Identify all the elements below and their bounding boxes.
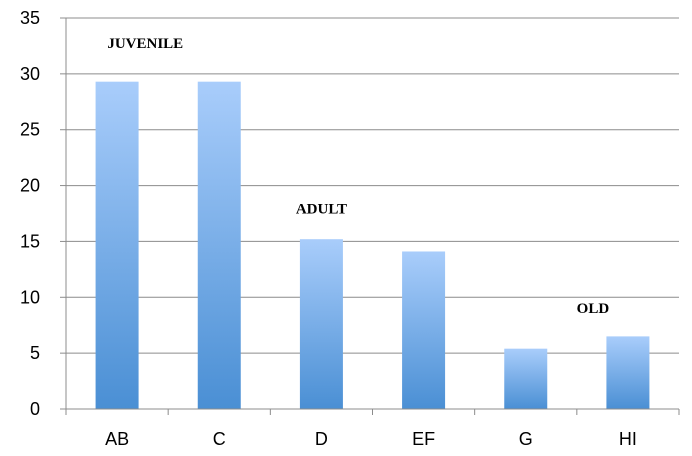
bar-hi xyxy=(606,336,650,409)
x-tick-label: EF xyxy=(412,429,435,449)
x-tick-label: C xyxy=(213,429,226,449)
y-tick-label: 15 xyxy=(20,231,40,251)
bar-ab xyxy=(95,81,139,410)
bar-d xyxy=(299,239,343,409)
annotation-juvenile: JUVENILE xyxy=(107,36,183,52)
y-tick-label: 0 xyxy=(30,399,40,419)
bars xyxy=(95,81,650,410)
x-tick-label: G xyxy=(519,429,533,449)
x-tick-label: HI xyxy=(619,429,637,449)
x-tick-label: D xyxy=(315,429,328,449)
y-tick-label: 35 xyxy=(20,8,40,28)
x-tick-label: AB xyxy=(105,429,129,449)
y-tick-label: 10 xyxy=(20,287,40,307)
labels: 0 5 10 15 20 25 30 35 AB C D EF G HI JUVENILE ADULT OLD xyxy=(20,8,637,449)
y-tick-label: 25 xyxy=(20,120,40,140)
annotation-old: OLD xyxy=(577,301,610,317)
annotation-adult: ADULT xyxy=(296,202,347,218)
y-tick-label: 5 xyxy=(30,343,40,363)
gridlines xyxy=(66,17,679,354)
axes xyxy=(60,17,680,415)
bar-g xyxy=(504,348,548,409)
bar-ef xyxy=(402,251,446,409)
y-tick-label: 20 xyxy=(20,176,40,196)
bar-c xyxy=(197,81,241,410)
y-tick-label: 30 xyxy=(20,64,40,84)
